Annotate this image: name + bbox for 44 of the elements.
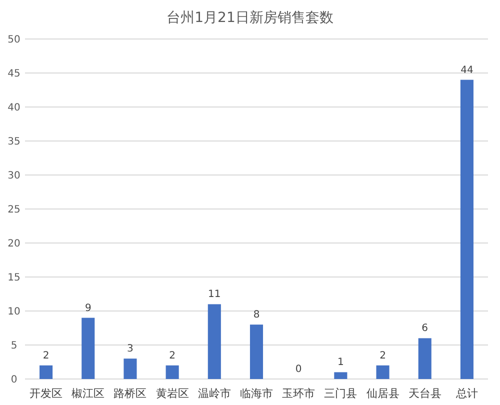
x-tick-label: 总计 [454,387,478,400]
y-tick-label: 45 [8,68,20,80]
x-tick-label: 温岭市 [198,387,231,400]
data-label: 2 [169,350,176,362]
bar [82,318,95,379]
x-tick-label: 临海市 [240,387,273,400]
data-label: 9 [84,302,92,314]
bar [418,338,432,379]
y-tick-label: 30 [8,170,20,182]
x-tick-label: 椒江区 [72,387,105,400]
y-tick-label: 20 [8,238,20,250]
bar [460,80,474,379]
bar [250,324,264,379]
y-tick-label: 10 [8,306,20,318]
bar [40,365,53,379]
y-tick-label: 25 [8,204,20,216]
chart-title: 台州1月21日新房销售套数 [166,10,334,26]
x-tick-label: 仙居县 [366,387,400,400]
y-tick-label: 5 [10,340,18,352]
x-tick-label: 路桥区 [114,387,147,400]
x-tick-label: 三门县 [324,387,358,400]
x-tick-label: 天台县 [408,387,442,400]
data-label: 8 [253,310,260,321]
bar [208,304,221,379]
y-tick-label: 15 [8,272,20,284]
data-label: 0 [295,364,302,375]
x-tick-label: 玉环市 [282,387,316,400]
y-tick-label: 0 [10,374,18,386]
bar [334,372,348,379]
y-tick-label: 50 [8,34,20,46]
data-label: 3 [127,344,134,355]
data-label: 6 [422,323,428,334]
y-tick-label: 35 [8,136,20,148]
bar [124,358,137,379]
x-tick-label: 开发区 [30,387,63,400]
y-tick-label: 40 [8,102,20,114]
data-label: 1 [337,357,344,368]
bar [166,365,179,379]
data-label: 11 [208,289,221,300]
data-label: 2 [42,350,50,362]
x-tick-label: 黄岩区 [156,387,189,400]
data-label: 2 [380,350,386,362]
bar [376,365,390,379]
data-label: 44 [460,64,474,76]
